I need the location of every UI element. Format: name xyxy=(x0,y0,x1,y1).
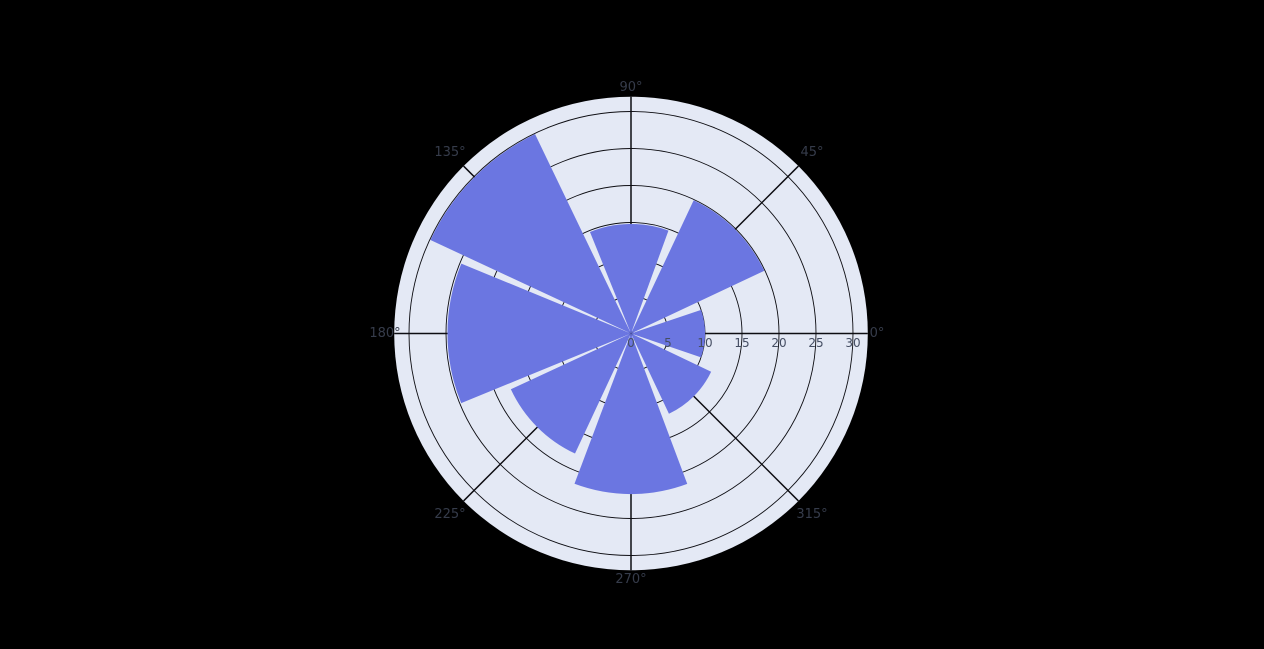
angle-tick-label-270°: 270° xyxy=(615,572,646,587)
angle-tick-label-135°: 135° xyxy=(434,145,465,160)
radius-tick-label-10: 10 xyxy=(697,336,712,350)
polar-bar-0° xyxy=(631,309,705,358)
angle-tick-label-315°: 315° xyxy=(796,507,827,522)
radius-tick-label-15: 15 xyxy=(734,336,749,350)
angle-tick-label-45°: 45° xyxy=(800,145,823,160)
polar-bar-90° xyxy=(589,223,669,334)
polar-bar-45° xyxy=(631,200,765,334)
radius-tick-label-0: 0 xyxy=(627,336,635,350)
angle-tick-label-180°: 180° xyxy=(369,326,400,341)
polar-bar-225° xyxy=(510,333,631,454)
radius-tick-label-5: 5 xyxy=(664,336,672,350)
polar-bar-270° xyxy=(574,333,688,495)
radius-tick-label-30: 30 xyxy=(845,336,860,350)
angle-tick-label-90°: 90° xyxy=(619,80,642,95)
angle-tick-label-0°: 0° xyxy=(870,326,885,341)
polar-bar-180° xyxy=(447,263,631,404)
radius-tick-label-20: 20 xyxy=(771,336,786,350)
polar-bar-135° xyxy=(430,134,631,334)
angle-tick-label-225°: 225° xyxy=(434,507,465,522)
polar-bar-315° xyxy=(631,333,712,414)
radius-tick-label-25: 25 xyxy=(808,336,823,350)
